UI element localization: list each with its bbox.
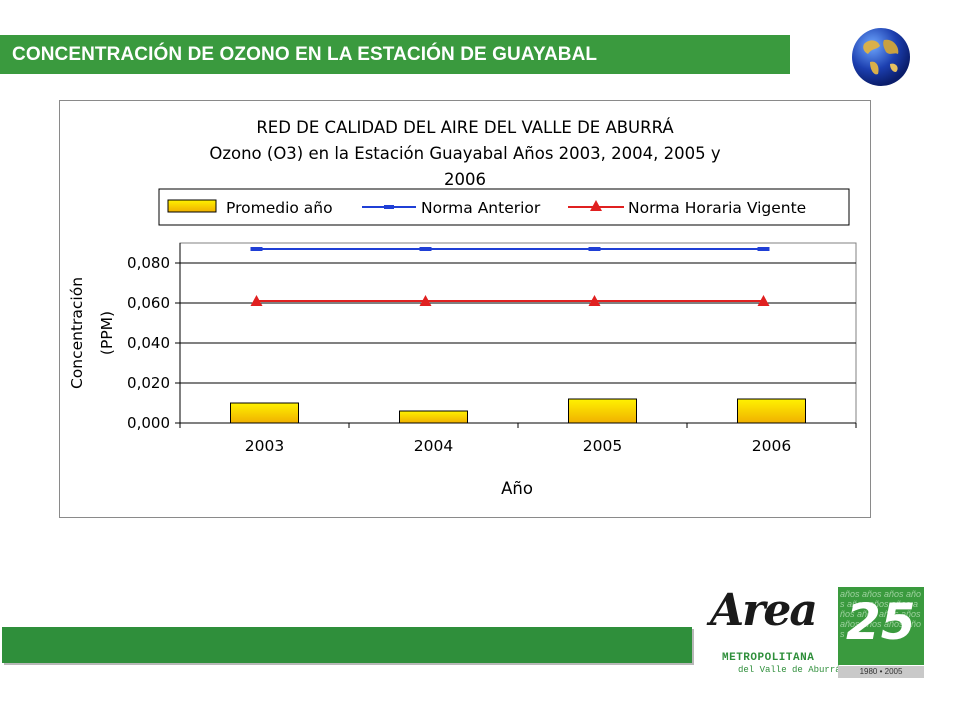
anniversary-bg-text: años años años años años años años años … [840,589,922,639]
legend-label-promedio: Promedio año [226,199,333,217]
page-title: CONCENTRACIÓN DE OZONO EN LA ESTACIÓN DE… [12,43,598,65]
logo-valle: del Valle de Aburrá [738,665,841,675]
bar-promedio-2005 [568,398,637,424]
globe-icon [852,28,910,86]
x-tick-label-2003: 2003 [245,437,284,455]
x-axis-label: Año [501,479,533,498]
marker-norma-horaria-2005 [588,295,601,306]
marker-norma-horaria-2004 [419,295,432,306]
bar-promedio-2004 [399,410,468,424]
marker-norma-anterior-2004 [419,247,432,251]
chart-title-line-3: 2006 [444,170,486,189]
marker-norma-horaria-2006 [757,295,770,306]
area-metropolitana-logo: Area METROPOLITANA del Valle de Aburrá a… [700,585,930,680]
header-bar: CONCENTRACIÓN DE OZONO EN LA ESTACIÓN DE… [0,35,790,74]
bar-promedio-2003 [230,402,299,424]
anniversary-number: 25 [846,593,916,651]
chart-title-line-1: RED DE CALIDAD DEL AIRE DEL VALLE DE ABU… [256,118,674,137]
y-tick-label: 0,060 [127,294,170,312]
chart-panel: RED DE CALIDAD DEL AIRE DEL VALLE DE ABU… [59,100,871,518]
bar-promedio-2006 [737,398,806,424]
y-tick-label: 0,020 [127,374,170,392]
plot-area: 0,000 0,020 0,040 0,060 0,080 2003 2004 2005 200… [127,242,857,455]
x-tick-label-2005: 2005 [583,437,622,455]
logo-metropolitana: METROPOLITANA [722,652,815,664]
legend-label-norma-horaria: Norma Horaria Vigente [628,199,806,217]
anniversary-years: 1980 • 2005 [838,666,924,678]
x-tick-label-2006: 2006 [752,437,791,455]
y-tick-label: 0,080 [127,254,170,272]
anniversary-badge: años años años años años años años años … [838,587,924,679]
y-tick-label: 0,040 [127,334,170,352]
y-axis-label-line-2: (PPM) [98,311,116,355]
legend: Promedio año Norma Anterior Norma Horari… [158,188,850,226]
logo-script-text: Area [710,585,818,636]
y-axis-label-line-1: Concentración [68,277,86,389]
footer-band [2,627,692,663]
legend-label-norma-anterior: Norma Anterior [421,199,541,217]
ozone-chart: RED DE CALIDAD DEL AIRE DEL VALLE DE ABU… [68,118,857,498]
marker-norma-anterior-2006 [757,247,770,251]
chart-title-line-2: Ozono (O3) en la Estación Guayabal Años … [209,144,721,163]
marker-norma-anterior-2003 [250,247,263,251]
marker-norma-horaria-2003 [250,295,263,306]
marker-norma-anterior-2005 [588,247,601,251]
legend-swatch-promedio [167,199,217,213]
y-tick-label: 0,000 [127,414,170,432]
x-tick-label-2004: 2004 [414,437,453,455]
plot-background [179,242,857,424]
